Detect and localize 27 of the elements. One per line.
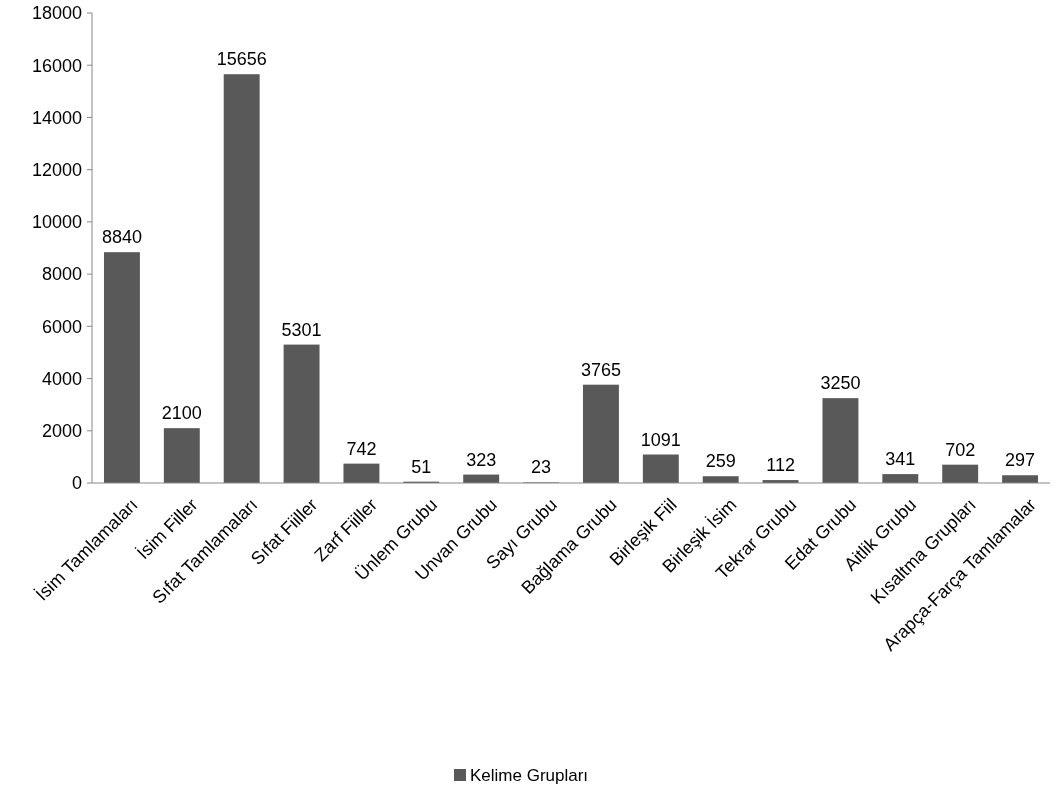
data-label: 2100 <box>161 403 202 424</box>
data-label: 297 <box>1005 450 1036 471</box>
data-label: 742 <box>346 438 377 459</box>
data-label: 1091 <box>640 429 681 450</box>
y-tick-label: 0 <box>71 473 82 494</box>
y-tick-label: 12000 <box>31 159 82 180</box>
y-tick-label: 18000 <box>31 3 82 24</box>
data-label: 15656 <box>216 49 267 70</box>
y-tick-label: 10000 <box>31 212 82 233</box>
legend-label: Kelime Grupları <box>470 765 589 785</box>
y-tick-label: 2000 <box>41 421 82 442</box>
y-tick-label: 16000 <box>31 55 82 76</box>
data-label: 8840 <box>101 227 142 248</box>
data-label: 5301 <box>281 319 322 340</box>
data-label: 23 <box>531 457 552 478</box>
data-label: 702 <box>945 439 976 460</box>
y-tick-label: 14000 <box>31 107 82 128</box>
data-label: 3765 <box>580 359 621 380</box>
data-label: 259 <box>705 451 736 472</box>
y-tick-label: 8000 <box>41 264 82 285</box>
data-label: 341 <box>885 449 916 470</box>
data-label: 323 <box>466 449 497 470</box>
data-label: 51 <box>411 456 432 477</box>
y-tick-label: 4000 <box>41 368 82 389</box>
data-label: 3250 <box>820 373 861 394</box>
y-tick-label: 6000 <box>41 316 82 337</box>
data-label: 112 <box>766 455 795 476</box>
